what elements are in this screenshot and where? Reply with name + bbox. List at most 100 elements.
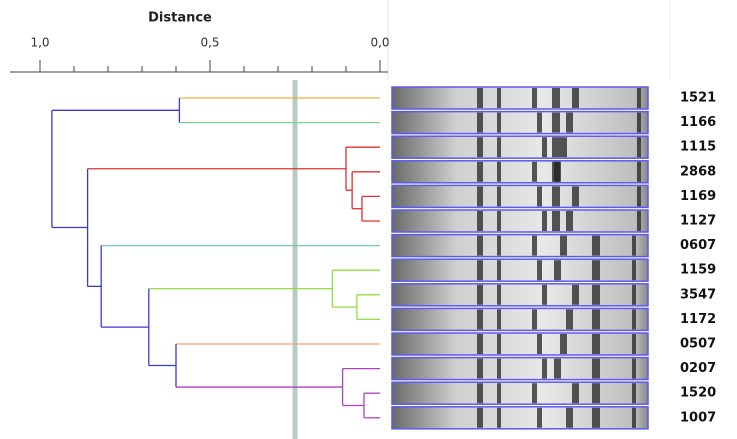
leaf-label: 1127 bbox=[680, 214, 716, 229]
leaf-label: 2868 bbox=[680, 164, 716, 179]
gel-band bbox=[572, 284, 579, 305]
gel-band bbox=[592, 309, 600, 330]
gel-lane bbox=[391, 258, 649, 282]
gel-band bbox=[592, 334, 600, 354]
gel-band bbox=[637, 88, 641, 108]
gel-band bbox=[566, 211, 573, 231]
gel-band bbox=[552, 112, 560, 133]
x-tick-label: 1,0 bbox=[30, 36, 49, 50]
gel-band bbox=[572, 383, 579, 404]
gel-band bbox=[560, 334, 567, 354]
leaf-label: 0207 bbox=[680, 361, 716, 376]
gel-band bbox=[532, 309, 537, 330]
gel-band bbox=[542, 284, 547, 305]
gel-band bbox=[632, 260, 636, 281]
gel-band bbox=[632, 284, 636, 305]
gel-band bbox=[477, 161, 483, 182]
leaf-label: 0607 bbox=[680, 238, 716, 253]
gel-band bbox=[632, 309, 636, 330]
gel-band bbox=[566, 112, 573, 133]
gel-band bbox=[477, 309, 483, 330]
leaf-label: 1169 bbox=[680, 189, 716, 204]
gel-band bbox=[477, 186, 483, 207]
gel-band bbox=[497, 260, 501, 281]
gel-lane bbox=[391, 209, 649, 233]
gel-band bbox=[560, 137, 567, 158]
gel-band bbox=[497, 112, 501, 133]
gel-band bbox=[552, 137, 560, 158]
gel-band bbox=[532, 161, 537, 182]
gel-band bbox=[537, 112, 542, 133]
gel-lane bbox=[391, 356, 649, 381]
gel-band bbox=[592, 407, 600, 428]
gel-band bbox=[532, 383, 537, 404]
gel-band bbox=[477, 358, 483, 379]
gel-band bbox=[632, 235, 636, 256]
gel-band bbox=[592, 260, 600, 281]
gel-band bbox=[477, 260, 483, 281]
gel-band bbox=[552, 88, 560, 108]
gel-band bbox=[542, 137, 547, 158]
gel-band bbox=[497, 186, 501, 207]
leaf-label: 1520 bbox=[680, 386, 716, 401]
gel-band bbox=[497, 235, 501, 256]
gel-band bbox=[537, 260, 542, 281]
gel-band bbox=[497, 358, 501, 379]
gel-band bbox=[497, 88, 501, 108]
gel-band bbox=[497, 334, 501, 354]
gel-lane bbox=[391, 184, 649, 209]
gel-band bbox=[542, 358, 547, 379]
gel-band bbox=[632, 407, 636, 428]
gel-band bbox=[532, 88, 537, 108]
gel-band bbox=[637, 186, 641, 207]
gel-band bbox=[632, 334, 636, 354]
gel-band bbox=[477, 334, 483, 354]
gel-lane bbox=[391, 135, 649, 159]
x-tick-label: 0,5 bbox=[200, 36, 219, 50]
gel-lane bbox=[391, 110, 649, 135]
x-tick-label: 0,0 bbox=[370, 36, 389, 50]
gel-band bbox=[637, 211, 641, 231]
leaf-label: 1007 bbox=[680, 410, 716, 425]
gel-band bbox=[554, 358, 561, 379]
gel-band bbox=[637, 137, 641, 158]
gel-band bbox=[477, 284, 483, 305]
gel-lane bbox=[391, 381, 649, 405]
leaf-label: 1159 bbox=[680, 263, 716, 278]
gel-lane bbox=[391, 307, 649, 332]
leaf-label: 1166 bbox=[680, 115, 716, 130]
gel-band bbox=[592, 284, 600, 305]
gel-band bbox=[552, 211, 560, 231]
gel-band bbox=[566, 309, 573, 330]
gel-lane bbox=[391, 160, 649, 184]
gel-band bbox=[542, 211, 547, 231]
gel-band bbox=[632, 358, 636, 379]
leaf-label: 1172 bbox=[680, 312, 716, 327]
leaf-label: 1115 bbox=[680, 140, 716, 155]
leaf-label: 0507 bbox=[680, 337, 716, 352]
gel-band bbox=[497, 211, 501, 231]
gel-band bbox=[497, 284, 501, 305]
gel-band bbox=[566, 407, 573, 428]
gel-band bbox=[497, 161, 501, 182]
gel-band bbox=[592, 358, 600, 379]
gel-lane bbox=[391, 86, 649, 110]
gel-band bbox=[592, 235, 600, 256]
gel-band bbox=[477, 235, 483, 256]
gel-band bbox=[477, 383, 483, 404]
gel-band bbox=[560, 235, 567, 256]
gel-band bbox=[477, 88, 483, 108]
gel-band bbox=[497, 407, 501, 428]
gel-band bbox=[497, 137, 501, 158]
gel-band bbox=[532, 235, 537, 256]
gel-band bbox=[537, 334, 542, 354]
gel-band bbox=[477, 112, 483, 133]
gel-band bbox=[497, 383, 501, 404]
gel-band bbox=[552, 186, 560, 207]
gel-band bbox=[554, 260, 561, 281]
gel-band bbox=[497, 309, 501, 330]
gel-band bbox=[572, 88, 579, 108]
gel-band bbox=[537, 186, 542, 207]
gel-band bbox=[477, 211, 483, 231]
